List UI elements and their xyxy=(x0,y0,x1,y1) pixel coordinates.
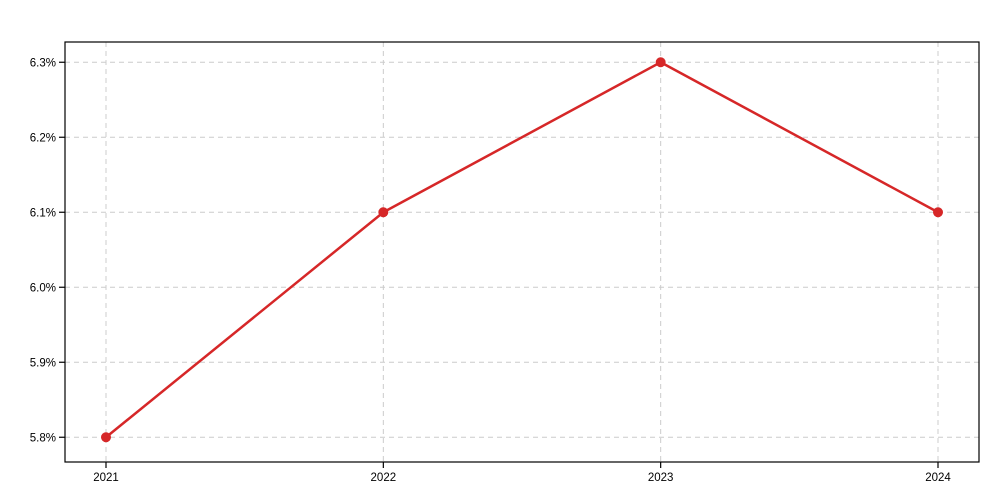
y-tick-label: 6.1% xyxy=(30,207,56,219)
x-tick-label: 2022 xyxy=(371,472,397,484)
y-tick-label: 6.3% xyxy=(30,57,56,69)
data-point-marker xyxy=(101,432,111,443)
x-tick-label: 2024 xyxy=(925,472,951,484)
x-tick-label: 2023 xyxy=(648,472,674,484)
trend-line xyxy=(104,61,940,439)
x-tick-label: 2021 xyxy=(93,472,119,484)
y-tick-label: 5.8% xyxy=(30,432,56,444)
plot-frame xyxy=(64,41,980,463)
data-point-marker xyxy=(933,207,943,218)
y-tick-label: 6.2% xyxy=(30,132,56,144)
data-point-marker xyxy=(655,57,666,68)
y-tick-label: 6.0% xyxy=(30,282,56,294)
y-tick-label: 5.9% xyxy=(30,357,56,369)
data-point-marker xyxy=(378,207,389,218)
